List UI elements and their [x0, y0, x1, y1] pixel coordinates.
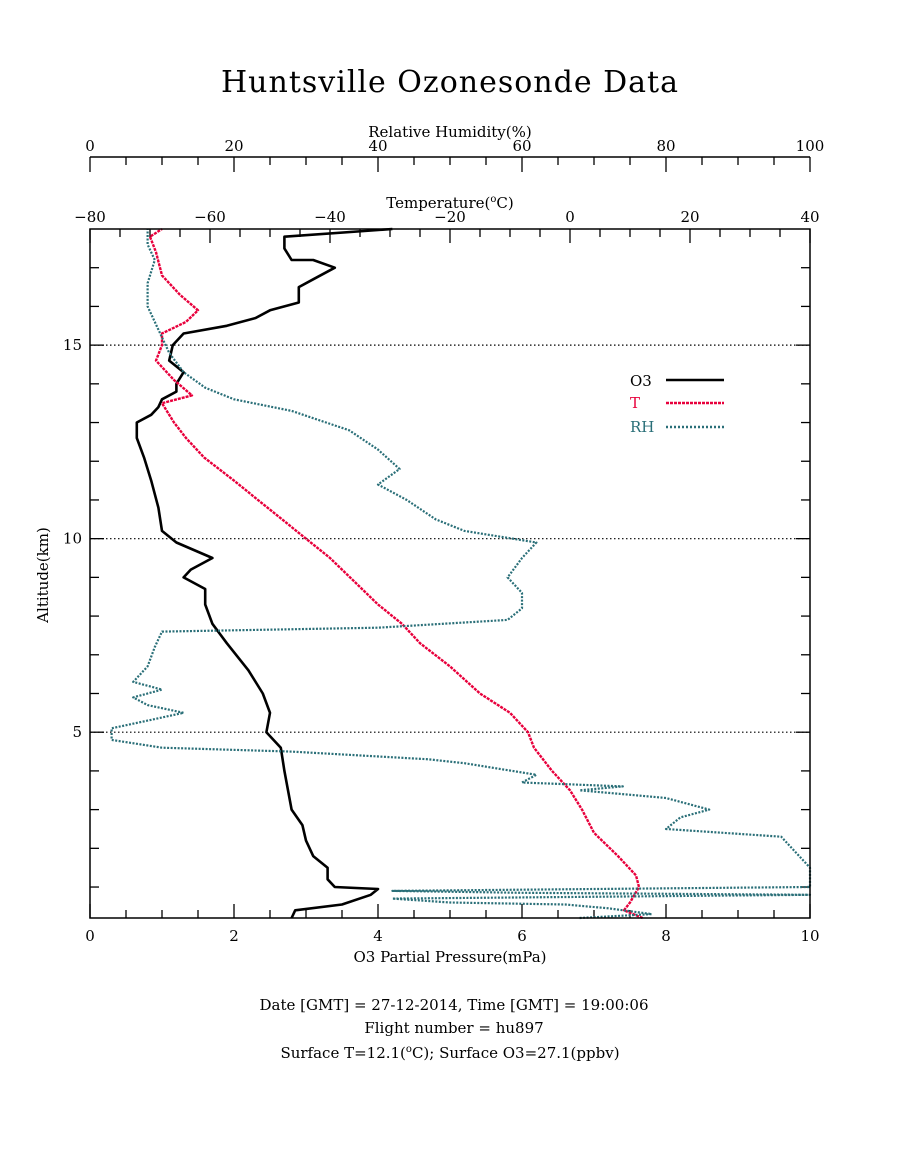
o3-tick-label: 10: [800, 927, 819, 945]
legend-label-rh: RH: [630, 418, 654, 436]
temperature-tick-label: −20: [434, 208, 466, 226]
o3-tick-label: 2: [229, 927, 239, 945]
degree-symbol: o: [490, 194, 496, 205]
temperature-tick-label: −80: [74, 208, 106, 226]
temperature-tick-label: 0: [565, 208, 575, 226]
rh-tick-label: 60: [512, 137, 531, 155]
temperature-axis-label-b: C): [496, 194, 513, 212]
axes: 5 10 15 0 2 4 6 8 10 −80 −60 −40 −20 0 20 40 0 20 40 60 80 10…: [63, 137, 824, 945]
chart-title: Huntsville Ozonesonde Data: [221, 65, 679, 100]
temperature-tick-label: −40: [314, 208, 346, 226]
footer-flight-number: Flight number = hu897: [364, 1019, 543, 1037]
legend-label-o3: O3: [630, 372, 652, 390]
footer-surface-b: C); Surface O3=27.1(ppbv): [412, 1044, 620, 1062]
o3-axis-label: O3 Partial Pressure(mPa): [353, 948, 546, 966]
temperature-tick-label: −60: [194, 208, 226, 226]
series-line-o3: [135, 227, 393, 919]
footer-surface-a: Surface T=12.1(: [280, 1044, 405, 1062]
series-line-rh: [110, 229, 812, 920]
o3-tick-label: 0: [85, 927, 95, 945]
temperature-axis-label-a: Temperature(: [386, 194, 490, 212]
rh-tick-label: 20: [224, 137, 243, 155]
rh-tick-label: 80: [656, 137, 675, 155]
plot-frame: [89, 228, 811, 919]
rh-tick-label: 40: [368, 137, 387, 155]
altitude-axis-label: Altitude(km): [34, 527, 52, 624]
y-tick-label: 15: [63, 336, 82, 354]
series-line-temperature: [148, 227, 644, 920]
footer-surface-values: Surface T=12.1(oC); Surface O3=27.1(ppbv…: [280, 1044, 619, 1062]
temperature-tick-label: 20: [680, 208, 699, 226]
o3-tick-label: 4: [373, 927, 383, 945]
reference-lines: [90, 344, 810, 733]
temperature-tick-label: 40: [800, 208, 819, 226]
rh-tick-label: 100: [796, 137, 825, 155]
o3-tick-label: 6: [517, 927, 527, 945]
temperature-axis-label: Temperature(oC): [386, 194, 514, 212]
o3-tick-label: 8: [661, 927, 671, 945]
legend-label-temperature: T: [630, 394, 640, 412]
legend: O3 T RH: [630, 372, 724, 436]
footer-date-time: Date [GMT] = 27-12-2014, Time [GMT] = 19…: [259, 996, 648, 1014]
footer-degree-symbol: o: [406, 1044, 412, 1055]
rh-tick-label: 0: [85, 137, 95, 155]
series-lines: [110, 227, 812, 920]
rh-axis-label: Relative Humidity(%): [368, 123, 531, 141]
y-tick-label: 5: [72, 723, 82, 741]
y-tick-label: 10: [63, 530, 82, 548]
